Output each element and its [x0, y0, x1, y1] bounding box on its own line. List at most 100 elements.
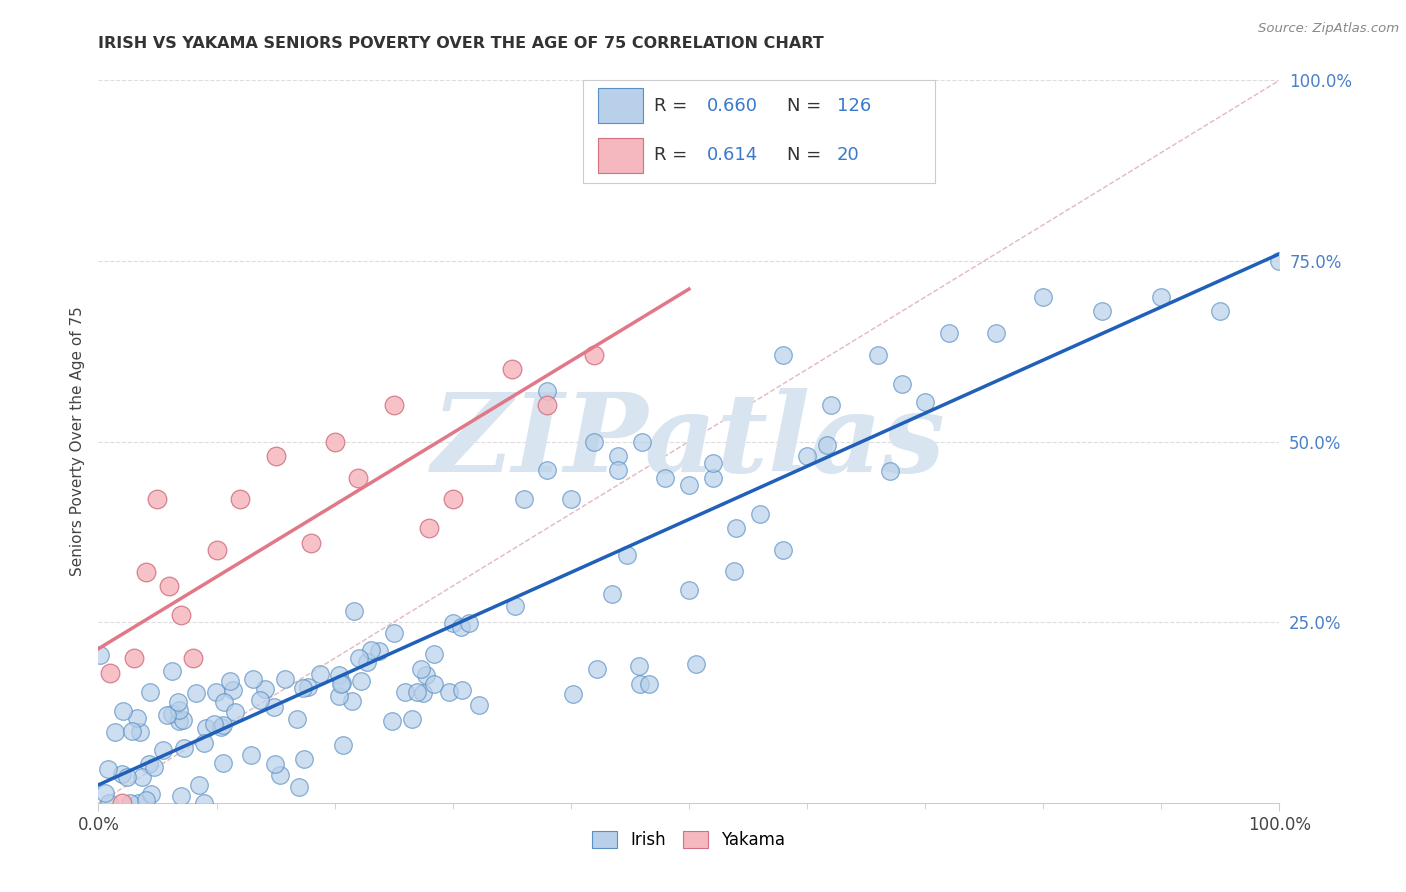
Point: [820, 398, 842, 412]
Point: [274, 672, 297, 686]
Point: [181, 651, 204, 665]
Point: [128, 725, 150, 739]
Point: [381, 714, 404, 729]
Point: [441, 492, 464, 507]
Point: [382, 398, 405, 412]
Point: [356, 655, 378, 669]
Point: [772, 542, 794, 557]
Point: [292, 681, 315, 695]
Point: [264, 756, 287, 771]
Point: [184, 686, 207, 700]
Point: [209, 720, 232, 734]
Point: [678, 478, 700, 492]
Point: [193, 796, 215, 810]
Point: [160, 664, 183, 678]
Bar: [598, 88, 644, 123]
Point: [173, 741, 195, 756]
Point: [685, 657, 707, 672]
Point: [166, 695, 188, 709]
Point: [156, 707, 179, 722]
Point: [505, 599, 527, 614]
Point: [360, 643, 382, 657]
Point: [104, 724, 127, 739]
Point: [111, 767, 134, 781]
Point: [127, 796, 149, 810]
Point: [288, 780, 311, 794]
Point: [328, 690, 350, 704]
Point: [418, 521, 440, 535]
Point: [117, 770, 139, 784]
Point: [600, 587, 623, 601]
Point: [172, 714, 194, 728]
Text: IRISH VS YAKAMA SENIORS POVERTY OVER THE AGE OF 75 CORRELATION CHART: IRISH VS YAKAMA SENIORS POVERTY OVER THE…: [98, 36, 824, 51]
Point: [748, 507, 770, 521]
Point: [239, 747, 262, 762]
Point: [879, 464, 901, 478]
Point: [412, 686, 434, 700]
Point: [212, 756, 235, 771]
Point: [152, 743, 174, 757]
Point: [451, 683, 474, 698]
Point: [583, 434, 606, 449]
Point: [342, 694, 364, 708]
Point: [1209, 304, 1232, 318]
Point: [121, 723, 143, 738]
Point: [157, 579, 180, 593]
Point: [219, 673, 242, 688]
Point: [394, 685, 416, 699]
Point: [263, 699, 285, 714]
Point: [205, 542, 228, 557]
Point: [890, 376, 912, 391]
Point: [914, 394, 936, 409]
Point: [323, 434, 346, 449]
Point: [89, 648, 111, 662]
Point: [725, 521, 748, 535]
Point: [122, 651, 145, 665]
Point: [796, 449, 818, 463]
Point: [98, 665, 121, 680]
Text: 20: 20: [837, 146, 859, 164]
Point: [607, 449, 630, 463]
Point: [1091, 304, 1114, 318]
Point: [654, 470, 676, 484]
Point: [468, 698, 491, 713]
Point: [866, 348, 889, 362]
Point: [423, 648, 446, 662]
Point: [815, 438, 838, 452]
Point: [160, 707, 183, 722]
Point: [441, 615, 464, 630]
Point: [607, 463, 630, 477]
Point: [343, 604, 366, 618]
Point: [253, 681, 276, 696]
Point: [401, 713, 423, 727]
Point: [297, 680, 319, 694]
Point: [367, 644, 389, 658]
Bar: [598, 137, 644, 173]
Point: [450, 620, 472, 634]
Point: [193, 736, 215, 750]
Point: [112, 704, 135, 718]
Point: [131, 770, 153, 784]
Point: [702, 470, 724, 484]
Point: [212, 718, 235, 732]
Point: [170, 607, 193, 622]
Point: [984, 326, 1007, 340]
Point: [269, 768, 291, 782]
Point: [146, 492, 169, 507]
Point: [202, 716, 225, 731]
Point: [938, 326, 960, 340]
Point: [285, 712, 308, 726]
Point: [242, 672, 264, 686]
Text: Source: ZipAtlas.com: Source: ZipAtlas.com: [1258, 22, 1399, 36]
Point: [1150, 290, 1173, 304]
Point: [628, 659, 651, 673]
Point: [292, 752, 315, 766]
Point: [382, 625, 405, 640]
Point: [330, 676, 353, 690]
Text: ZIPatlas: ZIPatlas: [432, 388, 946, 495]
Point: [169, 704, 191, 718]
Text: N =: N =: [787, 97, 827, 115]
Point: [457, 615, 479, 630]
Point: [406, 684, 429, 698]
Point: [678, 582, 700, 597]
